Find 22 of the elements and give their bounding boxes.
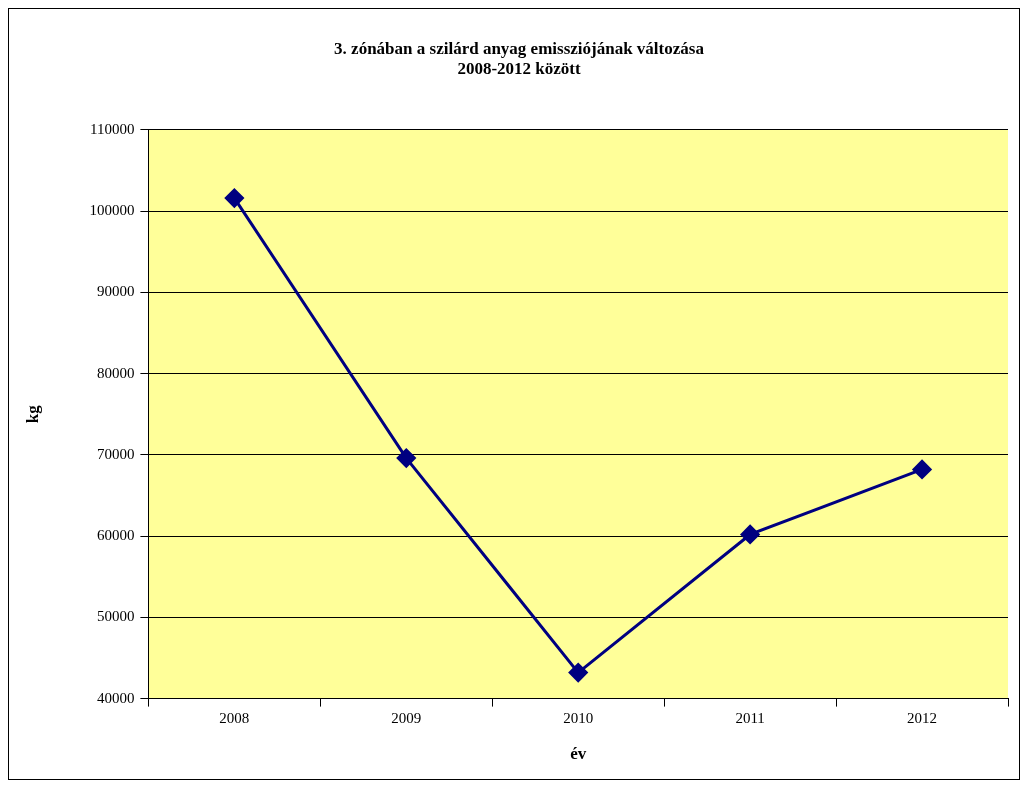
point xyxy=(740,524,760,544)
y-tick-label: 100000 xyxy=(89,201,135,218)
y-tick-label: 70000 xyxy=(96,445,135,462)
x-tick-label: 2012 xyxy=(907,709,938,726)
y-tick-label: 50000 xyxy=(96,608,135,625)
point xyxy=(224,188,244,208)
point xyxy=(912,459,932,479)
x-tick-label: 2008 xyxy=(219,709,250,726)
x-tick-label: 2011 xyxy=(735,709,765,726)
point xyxy=(568,663,588,683)
y-tick-label: 90000 xyxy=(96,283,135,300)
x-tick-label: 2010 xyxy=(563,709,594,726)
y-tick-label: 40000 xyxy=(96,689,135,706)
point xyxy=(396,448,416,468)
text: 2008-2012 között xyxy=(457,58,581,78)
x-axis-title: év xyxy=(570,744,587,764)
y-tick-label: 60000 xyxy=(96,527,135,544)
y-tick-label: 80000 xyxy=(96,364,135,381)
y-axis-title: kg xyxy=(22,404,42,424)
y-tick-label: 110000 xyxy=(89,120,135,137)
text: 3. zónában a szilárd anyag emissziójának változása xyxy=(334,38,704,58)
x-tick-label: 2009 xyxy=(391,709,422,726)
